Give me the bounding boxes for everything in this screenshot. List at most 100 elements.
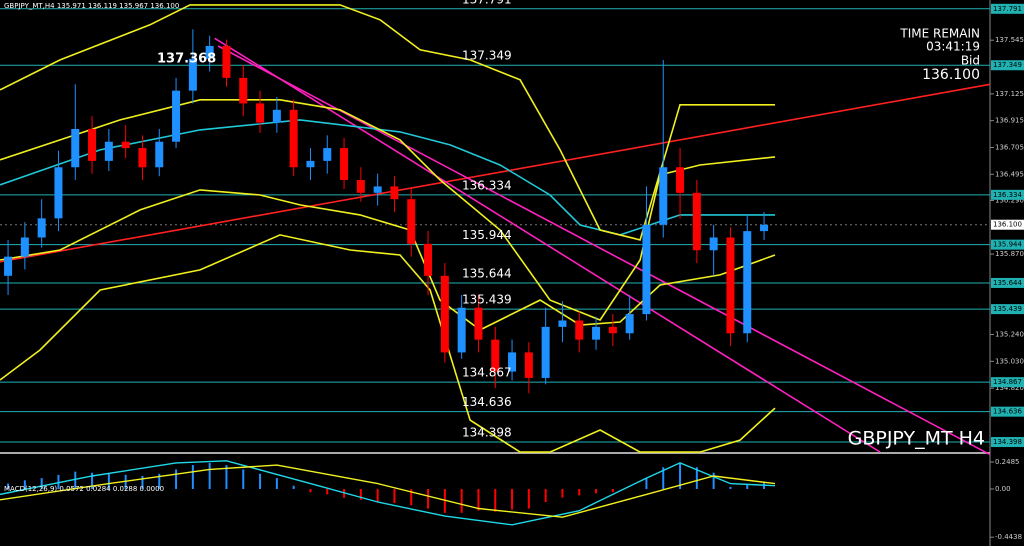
candle-body: [239, 77, 248, 104]
candle-body: [709, 237, 718, 251]
level-label: 136.334: [462, 178, 512, 192]
candle-body: [188, 58, 197, 91]
candle-body: [407, 199, 416, 244]
candle-body: [457, 307, 466, 353]
candle-body: [474, 307, 483, 340]
macd-y-tick-label: 0.00: [995, 485, 1011, 493]
bid-tag: [991, 219, 1024, 230]
time-remain-label: TIME REMAIN: [899, 27, 980, 41]
candle-body: [356, 180, 365, 193]
candle-body: [20, 237, 29, 257]
candle-body: [558, 320, 567, 327]
candle-body: [340, 148, 349, 181]
y-tick-label: 136.290: [995, 196, 1024, 204]
indicator-line: [0, 460, 776, 526]
candle-body: [71, 128, 80, 168]
candle-body: [121, 141, 130, 149]
chart-header: GBPJPY_MT,H4 135.971 136.119 135.967 136…: [4, 2, 179, 10]
level-tag: [991, 437, 1024, 448]
level-label: 134.867: [462, 366, 512, 380]
candle-body: [642, 224, 651, 315]
level-tag-label: 134.636: [993, 408, 1022, 416]
level-tag: [991, 3, 1024, 14]
level-label: 135.644: [462, 266, 512, 280]
candle-body: [760, 224, 769, 232]
candle-body: [104, 141, 113, 161]
macd-title: MACD(12,26,9) 0.0572 0.0284 0.0288 0.000…: [4, 485, 164, 493]
candle-body: [424, 243, 433, 276]
candle-body: [390, 186, 399, 200]
level-tag-label: 137.791: [993, 5, 1022, 13]
level-tag: [991, 406, 1024, 417]
symbol-label: GBPJPY_MT H4: [848, 428, 985, 450]
candle-body: [54, 167, 63, 219]
level-tag-label: 135.944: [993, 241, 1022, 249]
candle-body: [676, 167, 685, 193]
candle-body: [289, 109, 298, 168]
y-tick-label: 136.705: [995, 143, 1024, 151]
candle-body: [37, 218, 46, 238]
level-label: 135.439: [462, 293, 512, 307]
level-tag-label: 135.644: [993, 279, 1022, 287]
high-annotation: 137.368: [157, 51, 216, 66]
candle-body: [373, 186, 382, 193]
level-label: 135.944: [462, 228, 512, 242]
candle-body: [541, 326, 550, 378]
y-tick-label: 136.915: [995, 117, 1024, 125]
candle-body: [726, 237, 735, 334]
indicator-line: [0, 4, 775, 241]
candle-body: [222, 45, 231, 78]
level-label: 134.636: [462, 395, 512, 409]
candle-body: [575, 320, 584, 340]
level-tag: [991, 189, 1024, 200]
candle-body: [625, 314, 634, 334]
indicator-line: [0, 83, 991, 263]
indicator-line: [0, 234, 776, 453]
candle-body: [256, 103, 265, 123]
level-tag-label: 134.398: [993, 438, 1022, 446]
indicator-line: [0, 119, 775, 236]
level-label: 134.398: [462, 426, 512, 440]
time-remain: 03:41:19: [926, 40, 980, 54]
indicator-line: [0, 99, 776, 321]
level-label: 137.349: [462, 49, 512, 63]
level-tag: [991, 304, 1024, 315]
bid-value: 136.100: [922, 67, 980, 83]
candle-body: [508, 352, 517, 372]
level-tag-label: 135.439: [993, 305, 1022, 313]
level-tag-label: 134.867: [993, 378, 1022, 386]
bid-label: Bid: [961, 54, 980, 68]
level-tag-label: 136.334: [993, 191, 1022, 199]
candle-body: [440, 275, 449, 353]
candle-body: [743, 231, 752, 334]
candle-body: [138, 148, 147, 168]
y-tick-label: 134.820: [995, 384, 1024, 392]
candle-body: [272, 109, 281, 123]
level-tag: [991, 239, 1024, 250]
candle-body: [491, 339, 500, 372]
candle-body: [306, 160, 315, 168]
candle-body: [524, 352, 533, 378]
y-tick-label: 135.240: [995, 331, 1024, 339]
candle-body: [692, 192, 701, 251]
level-tag: [991, 60, 1024, 71]
macd-y-tick-label: -0.4438: [995, 533, 1022, 541]
candle-body: [659, 167, 668, 225]
level-tag: [991, 377, 1024, 388]
y-tick-label: 135.030: [995, 357, 1024, 365]
candle-body: [323, 148, 332, 161]
level-tag-label: 137.349: [993, 61, 1022, 69]
indicator-line: [0, 464, 776, 518]
candle-body: [4, 256, 13, 276]
candle-body: [205, 45, 214, 59]
y-tick-label: 135.870: [995, 250, 1024, 258]
candle-body: [155, 141, 164, 168]
candle-body: [172, 90, 181, 142]
y-tick-label: 137.125: [995, 90, 1024, 98]
bid-tag-label: 136.100: [993, 221, 1022, 229]
candle-body: [608, 326, 617, 334]
macd-y-tick-label: 0.2485: [995, 458, 1020, 466]
candle-body: [88, 128, 97, 161]
candle-body: [592, 326, 601, 340]
